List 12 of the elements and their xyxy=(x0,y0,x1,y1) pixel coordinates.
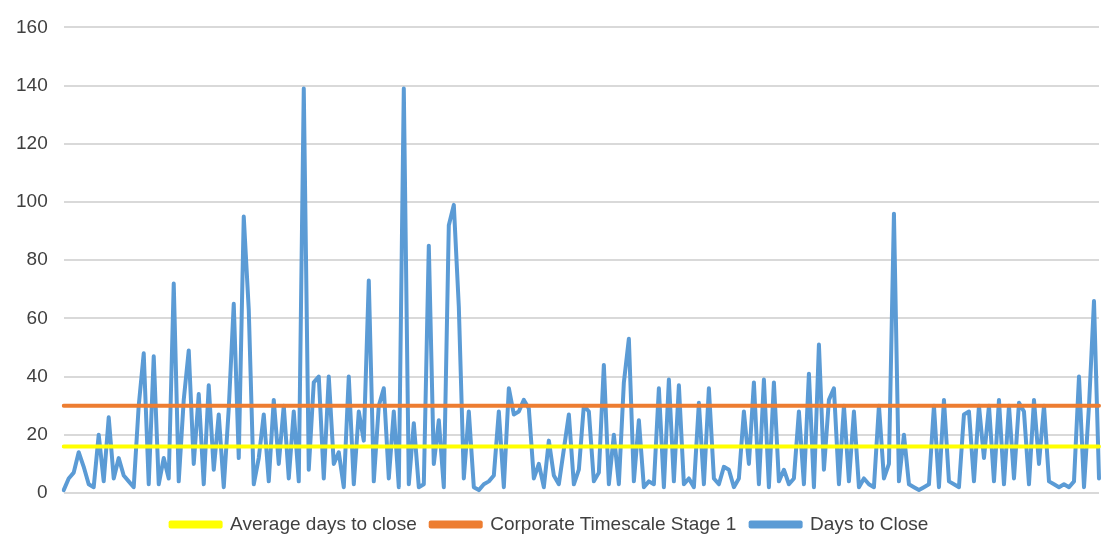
legend-label: Corporate Timescale Stage 1 xyxy=(490,512,737,534)
legend-label: Days to Close xyxy=(810,512,929,534)
y-tick-label: 140 xyxy=(16,73,48,95)
y-tick-label: 40 xyxy=(26,364,48,386)
y-tick-label: 60 xyxy=(26,306,48,328)
y-tick-label: 120 xyxy=(16,132,48,154)
y-tick-label: 160 xyxy=(16,15,48,37)
y-tick-label: 100 xyxy=(16,190,48,212)
y-tick-label: 80 xyxy=(26,248,48,270)
y-tick-label: 0 xyxy=(37,481,48,503)
y-tick-label: 20 xyxy=(26,423,48,445)
legend-label: Average days to close xyxy=(230,512,417,534)
